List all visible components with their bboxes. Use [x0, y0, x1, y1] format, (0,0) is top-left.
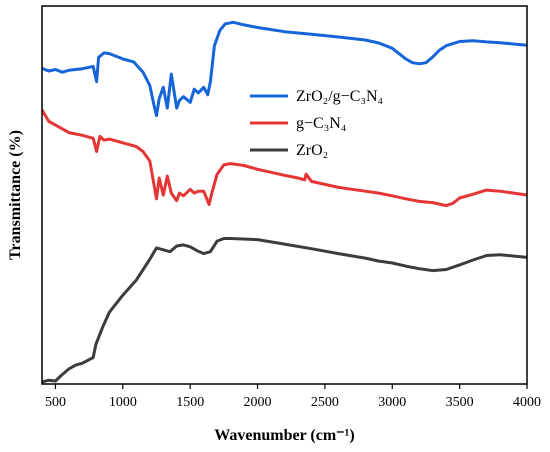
legend-label: g−C₃N₄ — [296, 115, 347, 132]
plot-frame — [41, 5, 528, 385]
x-axis: 500 1000 1500 2000 2500 3000 3500 4000 — [45, 384, 541, 410]
x-tick-label: 3000 — [378, 395, 406, 410]
x-tick-label: 3500 — [446, 395, 474, 410]
series-line-1 — [40, 109, 528, 208]
y-axis-title: Transmittance (%) — [7, 130, 24, 260]
series-line-2 — [41, 237, 528, 384]
x-tick-label: 2000 — [244, 395, 272, 410]
x-tick-label: 1500 — [176, 395, 204, 410]
legend-label: ZrO₂ — [296, 142, 328, 159]
x-tick-label: 2500 — [311, 395, 339, 410]
x-tick-label: 500 — [45, 395, 66, 410]
legend-label: ZrO₂/g−C₃N₄ — [296, 88, 384, 105]
legend: ZrO₂/g−C₃N₄ g−C₃N₄ ZrO₂ — [250, 88, 384, 159]
series-line-0 — [41, 20, 528, 118]
x-axis-title: Wavenumber (cm⁻¹) — [214, 427, 354, 444]
series-layer — [40, 20, 528, 384]
x-tick-label: 4000 — [513, 395, 541, 410]
x-tick-label: 1000 — [109, 395, 137, 410]
